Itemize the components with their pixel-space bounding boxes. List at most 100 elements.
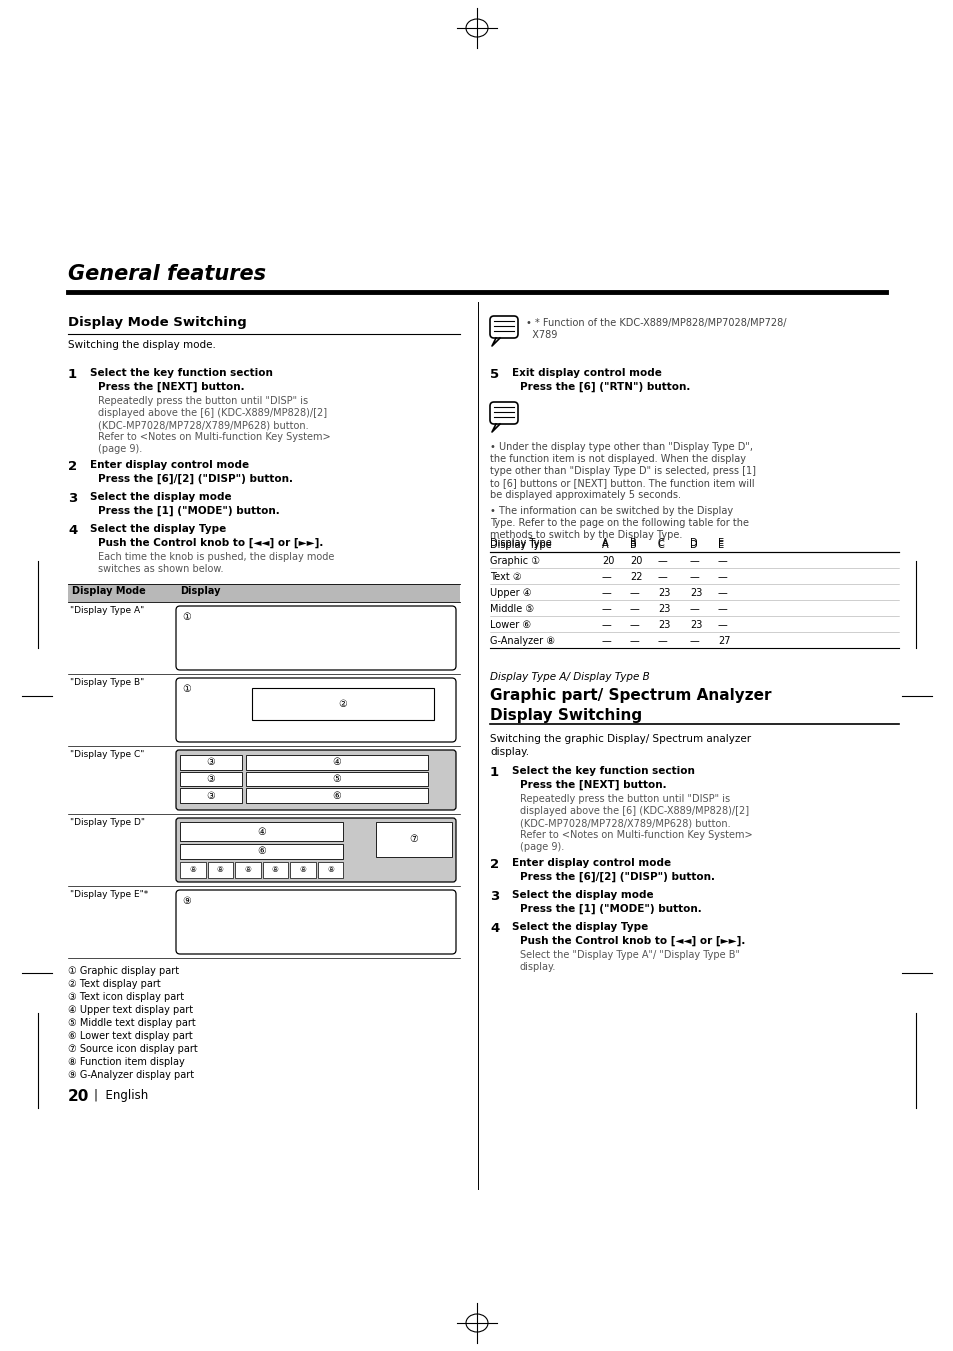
Text: Push the Control knob to [◄◄] or [►►].: Push the Control knob to [◄◄] or [►►].: [519, 936, 744, 946]
Bar: [245, 771, 427, 786]
Text: Graphic ①: Graphic ①: [490, 557, 539, 566]
Text: ⑧: ⑧: [272, 865, 278, 874]
Text: to [6] buttons or [NEXT] button. The function item will: to [6] buttons or [NEXT] button. The fun…: [490, 478, 754, 488]
Bar: [180, 862, 205, 878]
Text: the function item is not displayed. When the display: the function item is not displayed. When…: [490, 454, 745, 463]
Text: ⑦ Source icon display part: ⑦ Source icon display part: [68, 1044, 197, 1054]
Text: • The information can be switched by the Display: • The information can be switched by the…: [490, 507, 732, 516]
Text: 4: 4: [490, 921, 498, 935]
Text: "Display Type C": "Display Type C": [70, 750, 144, 759]
Text: 2: 2: [68, 459, 77, 473]
Text: Refer to <Notes on Multi-function Key System>: Refer to <Notes on Multi-function Key Sy…: [519, 830, 752, 840]
Text: B: B: [629, 538, 636, 549]
Text: 3: 3: [490, 890, 498, 902]
Text: Enter display control mode: Enter display control mode: [90, 459, 249, 470]
Text: 20: 20: [629, 557, 641, 566]
Text: 4: 4: [68, 524, 77, 536]
Text: —: —: [601, 620, 611, 630]
Text: Select the "Display Type A"/ "Display Type B": Select the "Display Type A"/ "Display Ty…: [519, 950, 740, 961]
Text: Text ②: Text ②: [490, 571, 521, 582]
Text: ⑥: ⑥: [257, 846, 266, 857]
Text: —: —: [601, 571, 611, 582]
Text: —: —: [658, 557, 667, 566]
Text: Switching the graphic Display/ Spectrum analyzer: Switching the graphic Display/ Spectrum …: [490, 734, 750, 744]
Text: "Display Type B": "Display Type B": [70, 678, 144, 688]
Text: Display: Display: [180, 586, 220, 596]
Text: 20: 20: [68, 1089, 90, 1104]
Text: 20: 20: [601, 557, 614, 566]
Text: ⑧: ⑧: [299, 865, 306, 874]
Text: Graphic part/ Spectrum Analyzer: Graphic part/ Spectrum Analyzer: [490, 688, 771, 703]
FancyBboxPatch shape: [175, 890, 456, 954]
Text: Push the Control knob to [◄◄] or [►►].: Push the Control knob to [◄◄] or [►►].: [98, 538, 323, 549]
Text: Press the [NEXT] button.: Press the [NEXT] button.: [519, 780, 666, 790]
Text: 1: 1: [490, 766, 498, 780]
Text: General features: General features: [68, 263, 266, 284]
Text: Upper ④: Upper ④: [490, 588, 531, 598]
Text: ③: ③: [206, 790, 215, 801]
Text: Display Type: Display Type: [490, 540, 551, 550]
Text: Refer to <Notes on Multi-function Key System>: Refer to <Notes on Multi-function Key Sy…: [98, 432, 331, 442]
Text: be displayed approximately 5 seconds.: be displayed approximately 5 seconds.: [490, 490, 680, 500]
Text: ⑥ Lower text display part: ⑥ Lower text display part: [68, 1031, 193, 1042]
Text: 1: 1: [68, 367, 77, 381]
Text: ① Graphic display part: ① Graphic display part: [68, 966, 179, 975]
Text: A: A: [601, 540, 608, 550]
Text: —: —: [658, 571, 667, 582]
FancyBboxPatch shape: [490, 403, 517, 424]
Text: Select the display mode: Select the display mode: [90, 492, 232, 503]
Text: "Display Type A": "Display Type A": [70, 607, 144, 615]
Text: —: —: [718, 588, 727, 598]
Text: ②: ②: [338, 698, 347, 709]
Bar: [234, 862, 260, 878]
Text: 23: 23: [689, 620, 701, 630]
Bar: [180, 755, 241, 770]
FancyBboxPatch shape: [175, 817, 456, 882]
Text: —: —: [689, 571, 699, 582]
Text: "Display Type D": "Display Type D": [70, 817, 145, 827]
Text: Select the display Type: Select the display Type: [512, 921, 648, 932]
Text: displayed above the [6] (KDC-X889/MP828)/[2]: displayed above the [6] (KDC-X889/MP828)…: [98, 408, 327, 417]
Bar: [245, 789, 427, 802]
Text: Select the display mode: Select the display mode: [512, 890, 653, 900]
Text: —: —: [601, 588, 611, 598]
Text: ①: ①: [182, 684, 191, 694]
Text: Press the [6]/[2] ("DISP") button.: Press the [6]/[2] ("DISP") button.: [519, 871, 714, 882]
Text: ④ Upper text display part: ④ Upper text display part: [68, 1005, 193, 1015]
Text: ⑤: ⑤: [332, 774, 340, 784]
Text: ③: ③: [206, 758, 215, 767]
Text: 23: 23: [689, 588, 701, 598]
Text: —: —: [718, 557, 727, 566]
Text: B: B: [629, 540, 636, 550]
Text: 27: 27: [718, 636, 730, 646]
Text: display.: display.: [519, 962, 556, 971]
Text: ③ Text icon display part: ③ Text icon display part: [68, 992, 184, 1002]
Text: type other than "Display Type D" is selected, press [1]: type other than "Display Type D" is sele…: [490, 466, 755, 476]
Text: —: —: [601, 604, 611, 613]
Text: ⑧ Function item display: ⑧ Function item display: [68, 1056, 185, 1067]
Text: Display Switching: Display Switching: [490, 708, 641, 723]
Text: ⑦: ⑦: [409, 835, 417, 844]
Text: E: E: [718, 540, 723, 550]
Text: switches as shown below.: switches as shown below.: [98, 563, 223, 574]
Text: ⑨: ⑨: [182, 896, 191, 907]
Bar: [208, 862, 233, 878]
Bar: [245, 755, 427, 770]
Text: Enter display control mode: Enter display control mode: [512, 858, 670, 867]
Text: —: —: [601, 636, 611, 646]
Text: —: —: [689, 604, 699, 613]
Text: Exit display control mode: Exit display control mode: [512, 367, 661, 378]
Text: (page 9).: (page 9).: [519, 842, 563, 852]
Text: ⑧: ⑧: [327, 865, 334, 874]
Text: ⑧: ⑧: [216, 865, 224, 874]
Text: Select the key function section: Select the key function section: [90, 367, 273, 378]
Bar: [180, 789, 241, 802]
Text: displayed above the [6] (KDC-X889/MP828)/[2]: displayed above the [6] (KDC-X889/MP828)…: [519, 807, 748, 816]
Text: ⑧: ⑧: [189, 865, 196, 874]
Text: —: —: [718, 604, 727, 613]
Text: Display Mode Switching: Display Mode Switching: [68, 316, 247, 330]
Text: Middle ⑤: Middle ⑤: [490, 604, 534, 613]
Text: Display Type: Display Type: [490, 538, 551, 549]
Text: Switching the display mode.: Switching the display mode.: [68, 340, 215, 350]
Bar: [262, 862, 288, 878]
